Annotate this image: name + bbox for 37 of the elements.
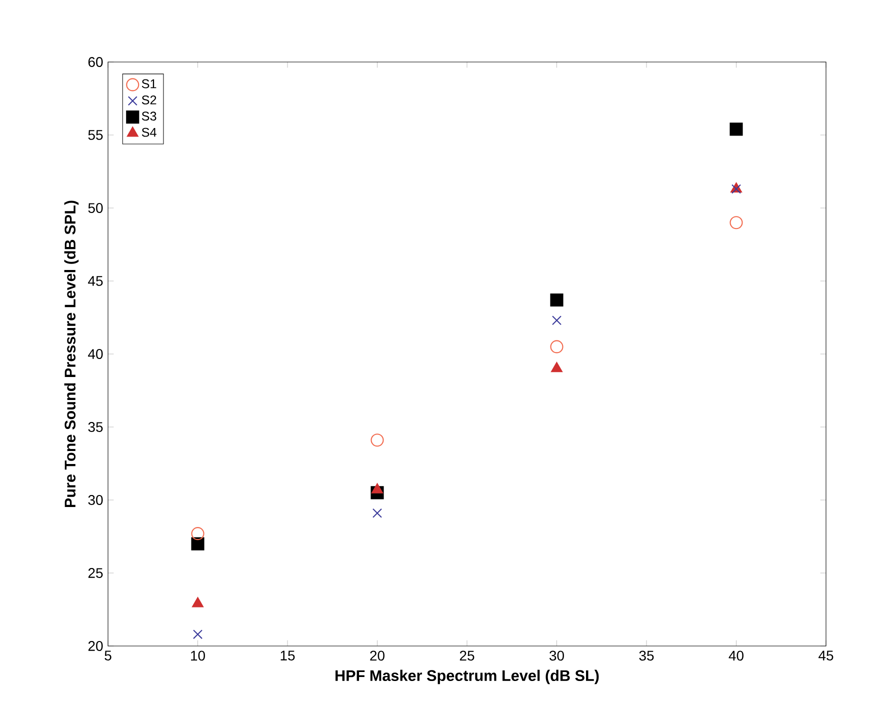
y-tick-label: 35 [88, 422, 103, 432]
point [550, 293, 564, 307]
x-tick-label: 5 [104, 650, 112, 660]
point [551, 362, 562, 372]
y-tick-label: 40 [88, 349, 103, 359]
x-tick-label: 15 [280, 650, 295, 660]
point [552, 316, 562, 326]
x-tick-label: 10 [191, 650, 205, 661]
point [191, 527, 204, 540]
point [550, 340, 564, 354]
point [370, 434, 384, 447]
point [191, 537, 204, 550]
x-tick-label: 20 [370, 650, 384, 661]
y-tick-label: 55 [88, 130, 103, 140]
x-tick-label: 35 [639, 650, 654, 661]
point [192, 630, 203, 640]
legend-label: S4 [142, 128, 156, 137]
point [372, 483, 383, 494]
x-tick-label: 40 [728, 650, 744, 661]
y-tick-label: 45 [88, 276, 103, 286]
point [192, 597, 204, 608]
y-tick-label: 25 [88, 568, 103, 578]
legend-label: S3 [142, 112, 156, 121]
point [372, 508, 382, 518]
x-axis-title: HPF Masker Spectrum Level (dB SL) [336, 670, 599, 684]
x-tick-label: 30 [549, 650, 564, 661]
legend-label: S2 [142, 95, 156, 104]
y-tick-label: 20 [88, 641, 103, 651]
point [730, 122, 743, 136]
point [730, 216, 743, 230]
y-axis-title: Pure Tone Sound Pressure Level (dB SPL) [64, 200, 79, 508]
y-tick-label: 50 [88, 203, 103, 213]
y-tick-label: 60 [88, 57, 103, 67]
legend-label: S1 [142, 79, 156, 88]
x-tick-label: 25 [460, 650, 474, 661]
x-tick-label: 45 [818, 650, 834, 660]
y-tick-label: 30 [88, 495, 103, 505]
